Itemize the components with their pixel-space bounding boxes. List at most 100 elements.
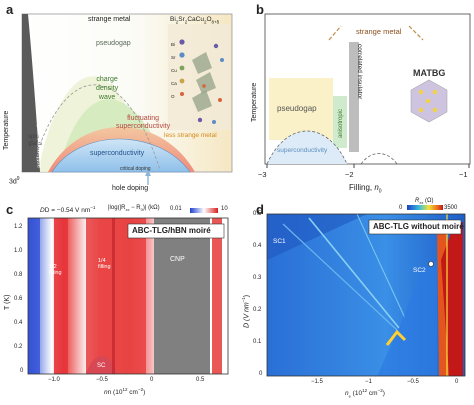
panel-d: Rxx (Ω) 0 3500 ABC-TLG without moiré SC1…	[237, 198, 474, 400]
afm-region	[22, 14, 40, 172]
sc-dome	[51, 138, 191, 173]
superconductivity-label: superconductivity	[277, 147, 328, 154]
y-tick-0.2: 0.2	[14, 344, 23, 350]
correlated-insulator-bar	[349, 42, 359, 152]
phase-line-2	[308, 217, 400, 329]
cnp-label: CNP	[170, 256, 185, 263]
atom-legend: Bi Sr Cu Ca O	[171, 42, 177, 99]
sc-hotspot	[385, 329, 407, 346]
pseudogap-boundary	[37, 84, 161, 171]
y-tick-0: 0	[259, 371, 263, 377]
crystal-structure	[168, 24, 230, 130]
cdw-label: charge density wave	[96, 76, 119, 101]
afm-label: antiferromagnetic order	[37, 105, 43, 168]
right-stripe	[212, 218, 222, 374]
panel-b: strange metal pseudogap anisotropic corr…	[237, 0, 474, 200]
colorbar-d	[407, 205, 443, 210]
panel-b-x-axis: Filling, n0	[349, 183, 382, 195]
panel-a-label: a	[6, 2, 14, 17]
pseudogap-label: pseudogap	[277, 104, 317, 113]
superconductivity-label: superconductivity	[90, 150, 145, 157]
colorbar-d-label: Rxx (Ω)	[415, 198, 434, 206]
y-tick-0: 0	[20, 368, 24, 374]
pseudogap-region	[269, 78, 333, 140]
panel-c-label: c	[6, 202, 14, 217]
panel-a-x-left: 3d9	[9, 176, 20, 186]
strange-metal-label: strange metal	[88, 16, 131, 23]
panel-d-label: d	[256, 202, 264, 217]
tick-neg2: −2	[345, 170, 354, 179]
panel-b-label: b	[256, 2, 264, 17]
atom-cu	[179, 65, 185, 71]
title-box-d	[368, 219, 462, 235]
matbg-label: MATBG	[413, 68, 446, 78]
plot-c-title: ABC-TLG/hBN moiré	[132, 226, 211, 235]
condition-d: DD = −0.54 V nm−1	[40, 205, 96, 215]
y-tick-1.2: 1.2	[14, 224, 23, 230]
y-tick-0.5: 0.5	[253, 211, 262, 217]
critical-doping-arrowhead	[145, 170, 151, 176]
y-tick-0.8: 0.8	[14, 272, 23, 278]
half-filling-label: 1/2 filling	[49, 264, 62, 276]
v-region	[377, 260, 437, 376]
panel-c-plot	[27, 208, 229, 375]
atom-sr	[179, 52, 185, 58]
panel-d-plot	[266, 205, 466, 377]
panel-d-y-axis: D (V nm−1)	[241, 294, 251, 328]
colorbar-d-max: 3500	[444, 205, 458, 211]
y-tick-0.6: 0.6	[14, 296, 23, 302]
x-tick-neg0.5: −0.5	[96, 377, 108, 383]
panel-a-y-axis: Temperature	[3, 110, 10, 150]
cnp-region	[154, 218, 210, 374]
x-tick-0: 0	[455, 379, 459, 385]
panel-c: DD = −0.54 V nm−1 |log(|Rxx − R0)| (kΩ) …	[0, 200, 237, 400]
x-tick-neg0.5: −0.5	[407, 379, 419, 385]
anisotropic-label: anisotropic	[338, 108, 344, 138]
quarter-filling-label: 1/4 filling	[98, 258, 111, 270]
x-tick-neg1.0: −1.0	[48, 377, 60, 383]
strange-metal-boundary-right	[408, 25, 424, 41]
colorbar-c	[190, 208, 218, 213]
panel-a-x-axis: hole doping	[112, 185, 149, 192]
half-filling-stripe	[54, 218, 68, 374]
panel-b-y-axis: Temperature	[251, 82, 258, 122]
y-tick-0.4: 0.4	[253, 243, 262, 249]
sc-label: SC	[97, 363, 106, 369]
tick-neg1: −1	[459, 170, 468, 179]
y-tick-0.1: 0.1	[253, 339, 262, 345]
x-tick-neg1: −1	[365, 379, 372, 385]
sc-dome-boundary-right	[360, 153, 398, 165]
plot-d-title: ABC-TLG without moiré	[373, 222, 464, 231]
colorbar-c-max: 10	[221, 206, 228, 212]
pseudogap-label: pseudogap	[96, 40, 131, 47]
plot-c-frame	[27, 217, 229, 375]
plot-d-frame	[266, 213, 466, 377]
title-box-c	[127, 223, 225, 239]
y-tick-0.3: 0.3	[253, 275, 262, 281]
strange-metal-label: strange metal	[356, 27, 402, 36]
x-tick-0.5: 0.5	[196, 377, 205, 383]
atom-o	[180, 92, 184, 96]
x-tick-neg1.5: −1.5	[311, 379, 323, 385]
panel-a: strange metal pseudogap charge density wav…	[0, 0, 237, 200]
quarter-filling-band	[86, 218, 146, 374]
y-tick-1.0: 1.0	[14, 248, 23, 254]
colorbar-c-label: |log(|Rxx − R0)| (kΩ)	[108, 205, 160, 213]
panel-c-x-axis: nn (1012 cm−2)	[104, 387, 146, 397]
fluctuating-sc-label: fluctuating superconductivity	[116, 115, 171, 130]
atom-bi	[179, 39, 185, 45]
critical-doping-label: critical doping	[120, 166, 151, 172]
strange-metal-boundary-left	[328, 25, 342, 41]
sc2-marker	[428, 261, 434, 267]
panel-c-y-axis: T (K)	[4, 294, 11, 310]
y-tick-0.2: 0.2	[253, 307, 262, 313]
spin-glass-label: spin glass	[28, 134, 43, 147]
left-blue-region	[28, 218, 40, 374]
sc2-label: SC2	[413, 267, 426, 274]
anisotropic-region	[333, 96, 347, 148]
panel-b-diagram	[264, 13, 471, 168]
colorbar-d-min: 0	[399, 205, 403, 211]
phase-line-3	[356, 213, 406, 319]
formula-label: Bi2Sr2CaCu2O8+δ	[170, 16, 220, 25]
